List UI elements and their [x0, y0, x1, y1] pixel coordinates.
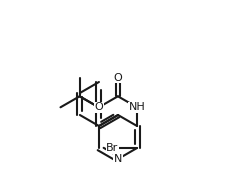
Text: O: O	[94, 102, 103, 112]
Text: N: N	[114, 154, 122, 164]
Text: NH: NH	[129, 102, 146, 112]
Text: O: O	[114, 73, 122, 83]
Text: Br: Br	[106, 143, 118, 153]
